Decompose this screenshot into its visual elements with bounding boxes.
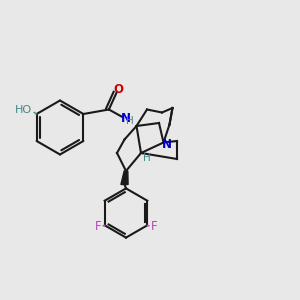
Text: O: O	[113, 83, 123, 97]
Text: N: N	[162, 138, 172, 152]
Text: H: H	[142, 153, 150, 164]
Text: HO: HO	[15, 105, 32, 116]
Text: N: N	[120, 112, 130, 125]
Text: F: F	[95, 220, 101, 233]
Text: F: F	[151, 220, 157, 233]
Text: H: H	[126, 116, 134, 127]
Polygon shape	[121, 171, 128, 184]
